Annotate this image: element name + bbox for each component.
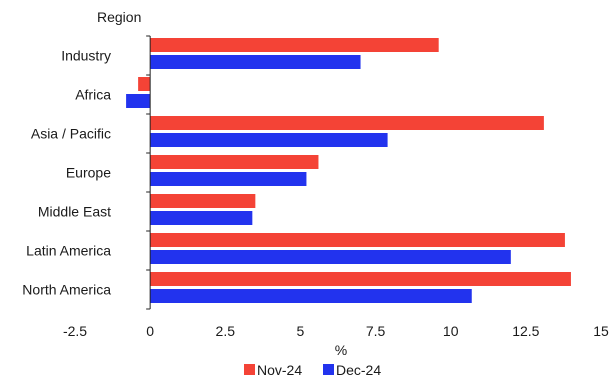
x-tick-label: -2.5	[63, 323, 87, 339]
x-tick-label: 2.5	[216, 323, 236, 339]
category-label: Latin America	[26, 243, 111, 259]
legend-label: Nov-24	[257, 362, 302, 378]
bar-dec-24	[150, 133, 388, 147]
bar-nov-24	[150, 155, 319, 169]
category-labels: Industry Africa Asia / Pacific Europe Middle…	[22, 48, 111, 298]
bar-dec-24	[126, 94, 151, 108]
bar-dec-24	[150, 250, 511, 264]
x-axis-title: %	[335, 342, 347, 358]
bar-nov-24	[150, 38, 439, 52]
bar-nov-24	[150, 272, 571, 286]
x-tick-label: 7.5	[366, 323, 386, 339]
x-tick-labels: -2.5 0 2.5 5 7.5 10 12.5 15	[63, 323, 609, 339]
category-label: Asia / Pacific	[31, 126, 111, 142]
x-tick-label: 15	[593, 323, 609, 339]
y-axis-title: Region	[97, 9, 141, 25]
category-label: Industry	[61, 48, 111, 64]
category-label: Africa	[75, 87, 111, 103]
bar-nov-24	[150, 233, 565, 247]
category-label: Middle East	[38, 204, 111, 220]
bar-nov-24	[150, 116, 544, 130]
category-label: Europe	[66, 165, 111, 181]
legend-swatch	[244, 364, 255, 375]
bar-dec-24	[150, 55, 361, 69]
bars	[126, 38, 571, 303]
x-tick-label: 5	[297, 323, 305, 339]
x-tick-label: 0	[146, 323, 154, 339]
bar-dec-24	[150, 211, 253, 225]
x-tick-label: 12.5	[512, 323, 539, 339]
legend: Nov-24 Dec-24	[244, 362, 381, 378]
x-tick-label: 10	[443, 323, 459, 339]
legend-swatch	[323, 364, 334, 375]
category-label: North America	[22, 282, 111, 298]
bar-dec-24	[150, 172, 307, 186]
bar-nov-24	[150, 194, 256, 208]
bar-nov-24	[138, 77, 151, 91]
legend-label: Dec-24	[336, 362, 381, 378]
bar-dec-24	[150, 289, 472, 303]
y-ticks	[146, 35, 151, 310]
